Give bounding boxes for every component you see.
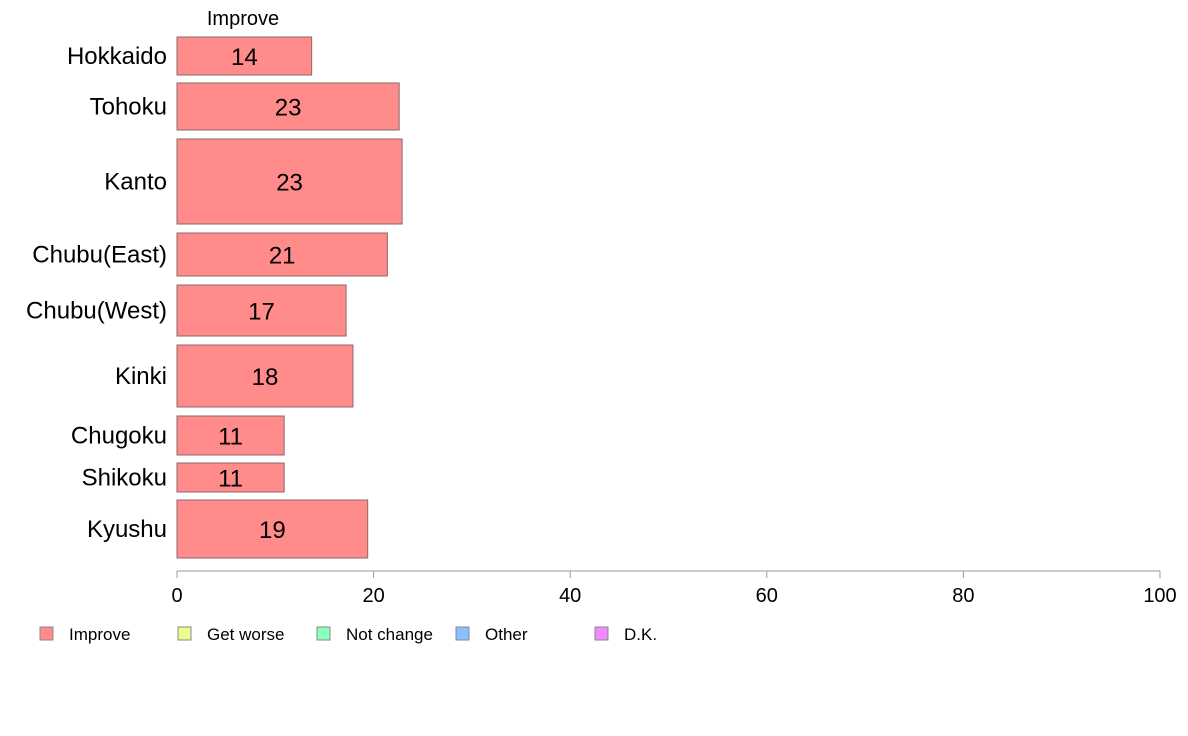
bars-group: Hokkaido 14 Tohoku 23 Kanto 23 Chubu(East) 21 Ch… [26, 36, 403, 559]
legend-label-4: D.K. [624, 625, 657, 644]
category-label-3: Chubu(East) [32, 242, 167, 269]
legend-swatch-4 [594, 626, 609, 641]
bar-0-2 [176, 138, 403, 225]
category-label-2: Kanto [104, 169, 167, 196]
bar-value-label-0-8: 19 [259, 517, 286, 544]
legend: Improve Get worse Not change Other D.K. [39, 625, 657, 644]
bar-value-label-0-1: 23 [275, 95, 302, 122]
category-label-6: Chugoku [71, 423, 167, 450]
x-tick-label-5: 100 [1143, 585, 1176, 607]
x-tick-label-4: 80 [952, 585, 974, 607]
bar-0-0 [176, 36, 313, 76]
category-label-1: Tohoku [90, 94, 167, 121]
category-label-4: Chubu(West) [26, 298, 167, 325]
bar-0-8 [176, 499, 369, 559]
bar-value-label-0-5: 18 [252, 364, 279, 391]
bar-value-label-0-2: 23 [276, 170, 303, 197]
x-axis: 0 20 40 60 80 100 [171, 570, 1177, 607]
category-label-8: Kyushu [87, 516, 167, 543]
x-tick-label-2: 40 [559, 585, 581, 607]
x-tick-label-1: 20 [362, 585, 384, 607]
legend-swatch-3 [455, 626, 470, 641]
legend-swatch-1 [177, 626, 192, 641]
bar-0-1 [176, 82, 400, 131]
bar-value-label-0-6: 11 [218, 424, 243, 451]
bar-value-label-0-7: 11 [218, 466, 243, 493]
legend-label-2: Not change [346, 625, 433, 644]
bar-0-5 [176, 344, 354, 408]
legend-label-1: Get worse [207, 625, 284, 644]
bar-value-label-0-3: 21 [269, 243, 296, 270]
category-label-7: Shikoku [82, 465, 167, 492]
bar-value-label-0-0: 14 [231, 44, 258, 71]
bar-value-label-0-4: 17 [248, 299, 275, 326]
legend-swatch-2 [316, 626, 331, 641]
bar-0-7 [176, 462, 285, 493]
bar-0-6 [176, 415, 285, 456]
legend-label-3: Other [485, 625, 528, 644]
category-label-0: Hokkaido [67, 43, 167, 70]
bar-0-3 [176, 232, 388, 277]
x-tick-label-3: 60 [756, 585, 778, 607]
bar-0-4 [176, 284, 347, 337]
category-label-5: Kinki [115, 363, 167, 390]
legend-swatch-0 [39, 626, 54, 641]
legend-label-0: Improve [69, 625, 130, 644]
x-tick-label-0: 0 [171, 585, 182, 607]
series-header-label: Improve [207, 8, 279, 30]
